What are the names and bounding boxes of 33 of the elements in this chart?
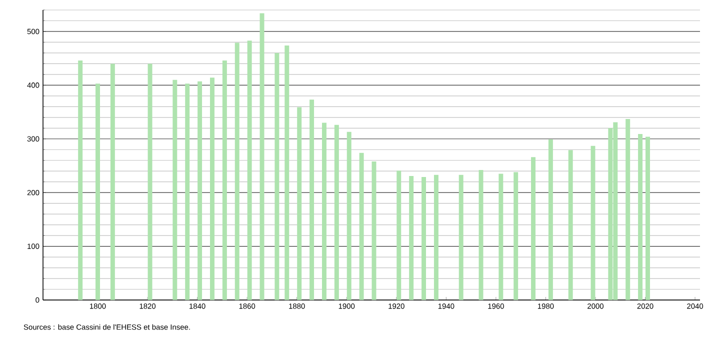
bar [396,170,402,300]
bar [334,124,339,300]
bar [172,80,178,300]
bar [322,122,326,300]
bar [359,152,364,300]
bar [548,139,553,300]
bar [434,174,438,300]
bar [310,100,314,300]
bar [568,150,573,300]
bar [297,107,302,300]
bar [646,136,650,300]
bar [78,60,83,300]
bar [626,119,630,300]
bar [148,64,152,300]
bar [284,45,290,300]
bar [409,176,414,300]
bar [531,157,536,300]
bar [498,174,504,300]
bar [185,84,190,300]
bar [210,78,214,300]
bar [638,134,643,300]
bar [478,170,484,300]
bar [198,81,202,300]
bar [234,42,240,300]
bar [274,52,280,300]
bar [346,132,352,300]
bar [514,172,518,300]
bar [422,177,426,300]
bar [96,84,100,300]
bar [247,40,252,300]
bar [110,64,115,300]
bar [222,60,227,300]
bar [458,174,464,300]
